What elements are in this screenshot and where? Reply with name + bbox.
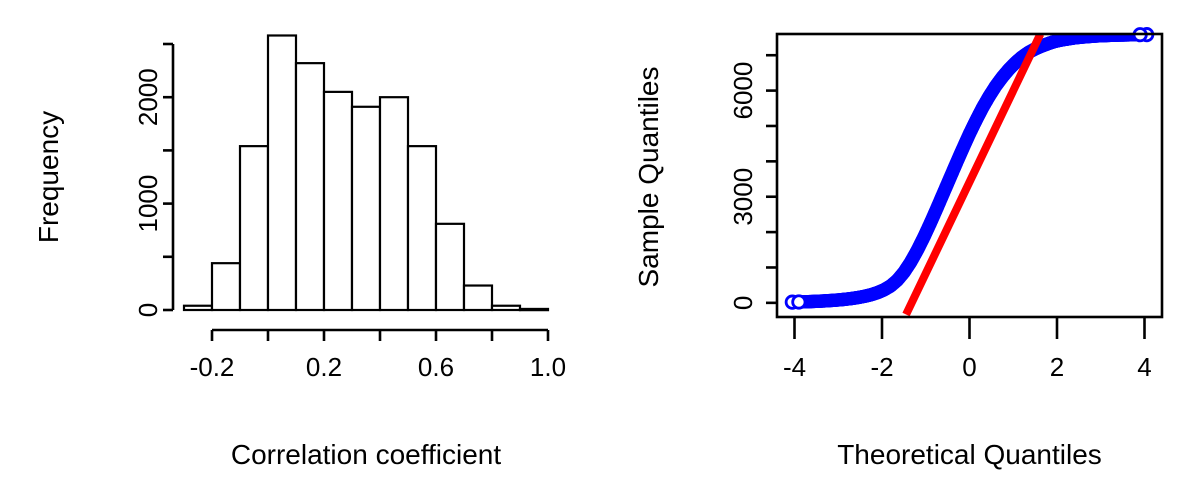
y-tick-label: 2000 xyxy=(133,68,163,126)
qq-y-axis: 0 3000 6000 xyxy=(728,53,777,310)
qq-y-axis-title: Sample Quantiles xyxy=(633,66,664,287)
qq-tail-point xyxy=(791,294,807,310)
histogram-bar xyxy=(406,145,438,312)
histogram-bar xyxy=(490,304,522,312)
qq-plot-panel: 0 3000 6000 -4 -2 0 2 4 Theoretical Quantiles Sam… xyxy=(600,0,1200,500)
histogram-x-axis: -0.2 0.2 0.6 1.0 xyxy=(190,328,566,382)
histogram-bar xyxy=(266,34,298,312)
y-tick-label: 0 xyxy=(133,303,163,317)
qq-x-axis: -4 -2 0 2 4 xyxy=(783,317,1152,382)
histogram-bars xyxy=(182,34,550,312)
y-axis-title: Frequency xyxy=(33,111,64,243)
x-tick-label: -0.2 xyxy=(190,352,235,382)
histogram-bar xyxy=(322,90,354,312)
qq-y-tick-label: 0 xyxy=(728,296,758,310)
histogram-bar xyxy=(294,62,326,312)
histogram-plot: 0 1000 2000 -0.2 0.2 0.6 1.0 Correlation coeffi… xyxy=(33,34,566,470)
histogram-bar xyxy=(182,304,214,312)
qq-x-tick-label: 4 xyxy=(1137,352,1151,382)
histogram-panel: 0 1000 2000 -0.2 0.2 0.6 1.0 Correlation coeffi… xyxy=(33,34,566,470)
histogram-content: 0 1000 2000 -0.2 0.2 0.6 1.0 Correlation coeffi… xyxy=(33,34,566,470)
histogram-bar xyxy=(462,284,494,312)
qq-points xyxy=(785,34,1154,309)
histogram-bar xyxy=(378,96,410,312)
qq-x-tick-label: 2 xyxy=(1050,352,1064,382)
y-tick-label: 1000 xyxy=(133,175,163,233)
qq-plot: 0 3000 6000 -4 -2 0 2 4 Theoretical Quantiles Sam… xyxy=(633,27,1164,470)
qq-x-tick-label: 0 xyxy=(962,352,976,382)
qq-x-tick-label: -4 xyxy=(783,352,806,382)
qq-data-layer xyxy=(785,34,1154,317)
histogram-bar xyxy=(210,262,242,312)
x-tick-label: 1.0 xyxy=(530,352,566,382)
qq-y-tick-label: 3000 xyxy=(728,168,758,226)
histogram-bar xyxy=(238,145,270,312)
qq-x-axis-title: Theoretical Quantiles xyxy=(837,439,1102,470)
qq-content: 0 3000 6000 -4 -2 0 2 4 Theoretical Quantiles Sam… xyxy=(633,27,1164,470)
qq-tail-points xyxy=(784,27,1155,310)
histogram-bar xyxy=(434,222,466,312)
x-axis-title: Correlation coefficient xyxy=(231,439,502,470)
histogram-bar xyxy=(350,105,382,312)
qq-reference-line xyxy=(902,34,1044,317)
x-tick-label: 0.2 xyxy=(306,352,342,382)
x-tick-label: 0.6 xyxy=(418,352,454,382)
histogram-bar xyxy=(518,307,550,312)
qq-x-tick-label: -2 xyxy=(870,352,893,382)
histogram-y-axis: 0 1000 2000 xyxy=(133,42,175,317)
qq-y-tick-label: 6000 xyxy=(728,62,758,120)
